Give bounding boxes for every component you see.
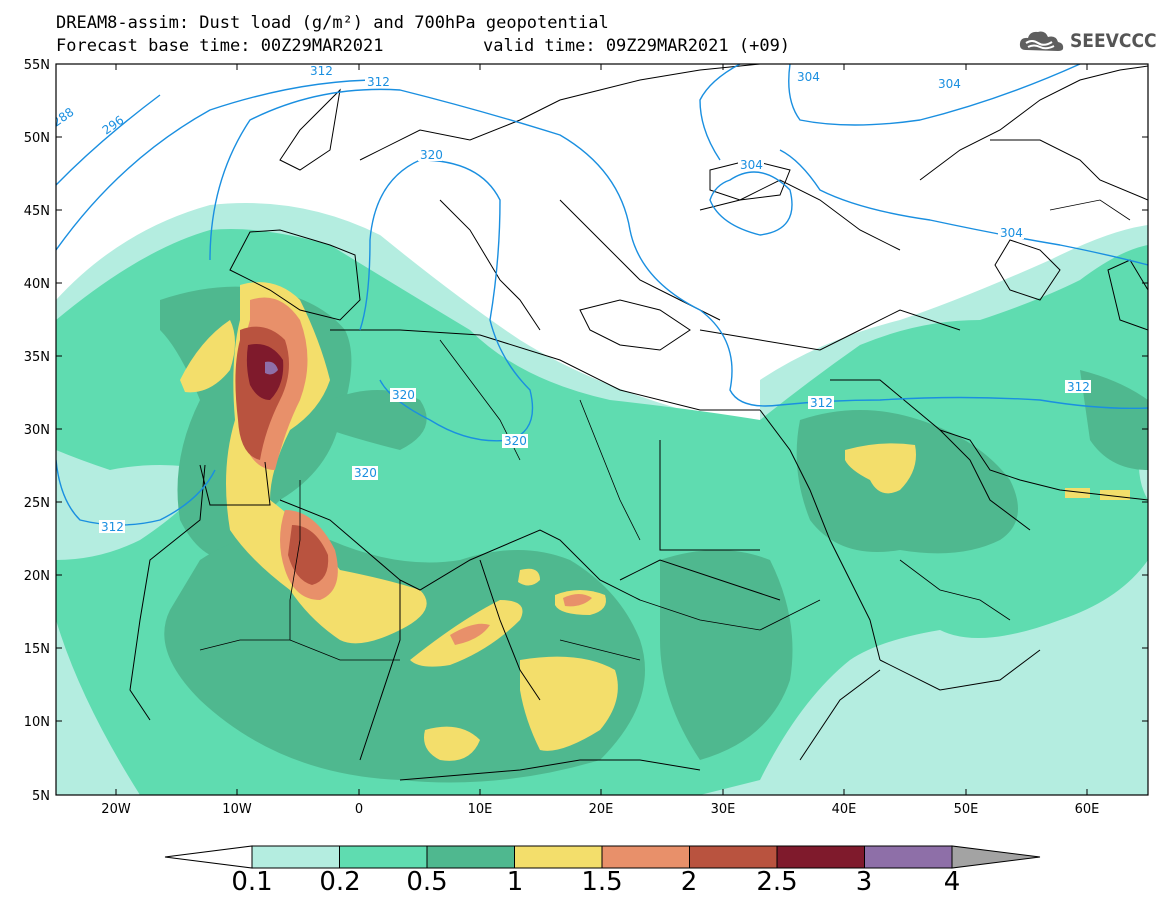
colorbar-segment (689, 845, 778, 869)
contour-label-312: 312 (310, 64, 333, 78)
colorbar-label: 0.5 (406, 867, 448, 897)
colorbar-over-triangle (951, 845, 1041, 869)
contour-label-320: 320 (504, 434, 527, 448)
colorbar-label: 0.1 (231, 867, 273, 897)
lon-label: 50E (954, 802, 979, 817)
lon-label: 0 (355, 802, 363, 817)
contour-label-320: 320 (354, 466, 377, 480)
lon-label: 10E (468, 802, 493, 817)
colorbar-label: 2.5 (756, 867, 798, 897)
coastlines (129, 64, 1148, 781)
forecast-base-time: Forecast base time: 00Z29MAR2021 (56, 36, 384, 56)
lat-label: 5N (32, 789, 50, 804)
longitude-labels: 20W 10W 0 10E 20E 30E 40E 50E 60E (101, 802, 1099, 817)
lon-label: 20W (101, 802, 131, 817)
colorbar-segment (339, 845, 428, 869)
lat-label: 35N (24, 350, 50, 365)
contour-label-304: 304 (797, 70, 820, 84)
lat-label: 40N (24, 277, 50, 292)
colorbar-segment (426, 845, 515, 869)
colorbar-label: 1 (506, 867, 524, 897)
lat-label: 45N (24, 204, 50, 219)
colorbar-label: 4 (943, 867, 961, 897)
colorbar-segment (776, 845, 865, 869)
colorbar-under-triangle (164, 845, 253, 869)
lat-label: 50N (24, 131, 50, 146)
contour-labels: 312 312 320 320 320 320 312 312 312 304 … (56, 64, 1091, 534)
colorbar-segment (864, 845, 953, 869)
contour-label-312: 312 (1067, 380, 1090, 394)
lat-label: 55N (24, 58, 50, 73)
contour-label-304: 304 (1000, 226, 1023, 240)
colorbar-label: 1.5 (581, 867, 623, 897)
contour-label-312: 312 (101, 520, 124, 534)
latitude-labels: 55N 50N 45N 40N 35N 30N 25N 20N 15N 10N … (24, 58, 50, 804)
colorbar-segment (601, 845, 690, 869)
colorbar-label: 0.2 (319, 867, 361, 897)
lat-label: 25N (24, 496, 50, 511)
colorbar-label: 3 (855, 867, 873, 897)
lon-label: 60E (1075, 802, 1100, 817)
plot-area: 312 312 320 320 320 320 312 312 312 304 … (56, 64, 1148, 795)
valid-time: valid time: 09Z29MAR2021 (+09) (483, 36, 791, 56)
colorbar-segment (514, 845, 603, 869)
contour-label-312: 312 (367, 75, 390, 89)
contour-label-312: 312 (810, 396, 833, 410)
tick-marks (56, 63, 1148, 796)
logo-text: SEEVCCC (1070, 30, 1157, 52)
contour-label-304: 304 (740, 158, 763, 172)
contour-label-320: 320 (392, 388, 415, 402)
seevccc-logo: SEEVCCC (1018, 28, 1157, 54)
contour-label-320: 320 (420, 148, 443, 162)
lat-label: 20N (24, 569, 50, 584)
colorbar-segment (251, 845, 340, 869)
dust-field-3 (265, 361, 278, 375)
contour-label-304: 304 (938, 77, 961, 91)
lat-label: 15N (24, 642, 50, 657)
lat-label: 30N (24, 423, 50, 438)
lon-label: 30E (711, 802, 736, 817)
colorbar-label: 2 (680, 867, 698, 897)
lon-label: 20E (589, 802, 614, 817)
lat-label: 10N (24, 715, 50, 730)
map-title: DREAM8-assim: Dust load (g/m²) and 700hP… (56, 13, 609, 33)
cloud-icon (1019, 31, 1064, 51)
lon-label: 40E (832, 802, 857, 817)
colorbar (164, 845, 1041, 869)
lon-label: 10W (222, 802, 252, 817)
